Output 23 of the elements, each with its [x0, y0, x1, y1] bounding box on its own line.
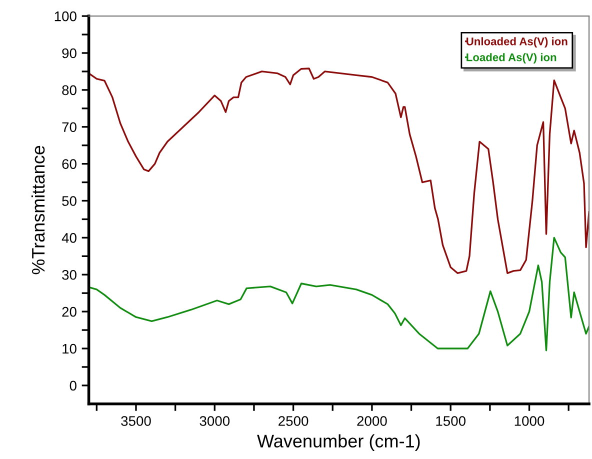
y-tick-label: 100 [54, 11, 76, 22]
x-axis-title: Wavenumber (cm-1) [257, 434, 420, 452]
x-tick-label: 1500 [436, 416, 466, 426]
y-tick-label: 80 [62, 85, 76, 96]
x-tick-label: 3500 [121, 416, 151, 426]
y-axis-title: %Transmittance [31, 146, 45, 274]
y-tick-label: 10 [62, 344, 76, 354]
y-tick-label: 30 [62, 270, 76, 280]
line-series [88, 236, 590, 352]
y-tick-label: 60 [62, 159, 76, 169]
x-tick-label: 2000 [357, 416, 387, 426]
x-tick-label: 1000 [514, 416, 544, 426]
y-tick-label: 90 [62, 48, 76, 58]
legend-label: Loaded As(V) ion [466, 53, 556, 64]
x-tick-label: 2500 [278, 416, 308, 426]
y-tick-label: 70 [62, 122, 76, 132]
line-series [88, 68, 590, 274]
x-tick-label: 3000 [200, 416, 230, 426]
legend-label: Unloaded As(V) ion [466, 37, 568, 48]
y-tick-label: 40 [62, 233, 76, 243]
y-tick-label: 50 [62, 196, 76, 206]
y-tick-label: 0 [70, 380, 76, 391]
y-tick-label: 20 [62, 306, 76, 317]
